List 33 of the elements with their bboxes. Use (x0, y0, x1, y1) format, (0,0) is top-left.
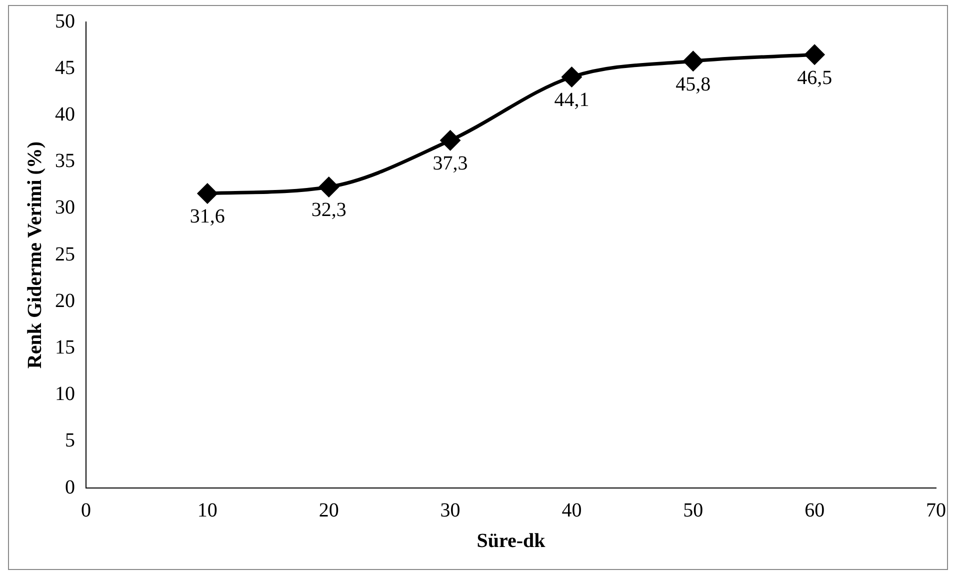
point (804, 44, 824, 64)
y-tick-label: 20 (55, 290, 75, 312)
point (562, 67, 582, 87)
data-label: 44,1 (554, 89, 590, 112)
x-tick-label: 20 (318, 499, 339, 522)
x-tick-label: 50 (683, 499, 704, 522)
y-tick-label: 5 (65, 430, 75, 452)
y-tick-label: 30 (55, 196, 75, 219)
data-label: 37,3 (432, 152, 468, 175)
x-axis-title: Süre-dk (476, 530, 546, 552)
y-tick-label: 25 (55, 243, 75, 266)
data-label: 32,3 (311, 199, 346, 222)
y-tick-label: 15 (55, 336, 75, 358)
point (319, 177, 339, 197)
y-tick-label: 0 (65, 476, 75, 498)
data-label: 45,8 (676, 73, 711, 96)
x-tick-label: 40 (562, 499, 582, 522)
y-tick-label: 50 (55, 10, 75, 32)
y-axis-title: Renk Giderme Verimi (%) (24, 141, 46, 369)
y-tick-label: 35 (55, 150, 75, 172)
data-label: 31,6 (190, 206, 225, 228)
x-tick-label: 30 (440, 499, 460, 522)
data-label: 46,5 (797, 66, 832, 89)
y-tick-label: 45 (55, 56, 75, 79)
x-tick-label: 70 (926, 499, 946, 522)
y-tick-label: 10 (55, 383, 75, 406)
point (198, 184, 218, 204)
point (683, 51, 703, 71)
y-tick-label: 40 (55, 103, 75, 126)
point (440, 130, 460, 150)
x-tick-label: 10 (197, 499, 218, 522)
x-tick-label: 60 (804, 499, 825, 522)
x-tick-label: 0 (81, 499, 91, 522)
